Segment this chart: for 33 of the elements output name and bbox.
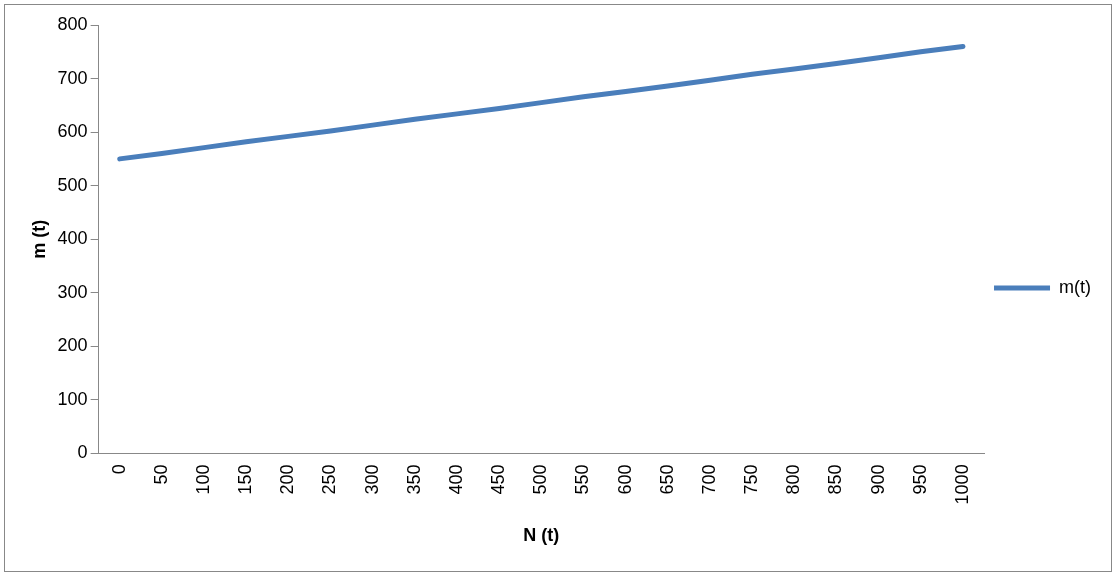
y-tick-label: 400	[57, 228, 88, 249]
x-tick-label: 100	[193, 464, 213, 495]
x-tick-label: 450	[488, 464, 509, 495]
y-tick-label: 200	[57, 335, 88, 356]
x-tick-label: 850	[825, 464, 846, 495]
x-tick-label: 550	[572, 464, 593, 495]
y-tick-label: 600	[57, 121, 88, 142]
x-tick-label: 150	[235, 464, 256, 495]
x-tick-label: 1000	[951, 464, 972, 505]
x-tick-label: 200	[277, 464, 298, 495]
x-tick-label: 400	[445, 464, 466, 495]
y-tick-label: 300	[57, 281, 88, 302]
x-axis-title: N (t)	[523, 525, 560, 546]
x-tick-label: 650	[656, 464, 677, 495]
x-tick-label: 750	[741, 464, 762, 495]
x-tick-label: 600	[614, 464, 635, 495]
y-tick-label: 100	[57, 388, 88, 409]
y-tick-label: 700	[57, 67, 88, 88]
x-tick-label: 900	[867, 464, 888, 495]
x-tick-label: 950	[909, 464, 930, 495]
x-tick-label: 800	[783, 464, 804, 495]
y-tick-label: 800	[57, 13, 88, 34]
x-tick-label: 700	[698, 464, 719, 495]
x-tick-label: 350	[403, 464, 424, 495]
legend-label: m(t)	[1059, 276, 1091, 297]
y-tick-label: 500	[57, 174, 88, 195]
x-tick-label: 0	[108, 464, 129, 475]
x-tick-label: 50	[150, 464, 171, 485]
x-tick-label: 250	[319, 464, 340, 495]
y-tick-label: 0	[77, 442, 88, 463]
y-axis-title: m (t)	[28, 219, 49, 259]
x-tick-label: 500	[530, 464, 551, 495]
x-tick-label: 300	[361, 464, 382, 495]
